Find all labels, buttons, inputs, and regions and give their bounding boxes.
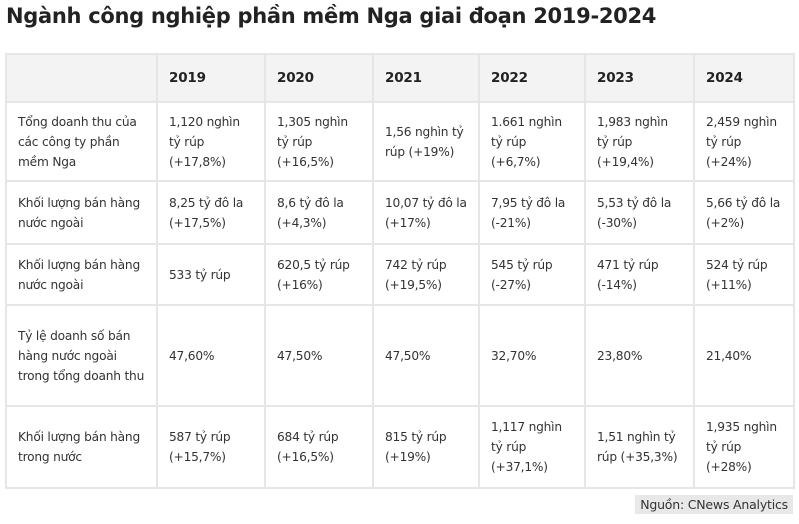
header-cell: 2023 xyxy=(584,53,695,103)
table-cell: 5,53 tỷ đô la (-30%) xyxy=(584,180,695,245)
table-cell: 7,95 tỷ đô la (-21%) xyxy=(478,180,586,245)
table-cell: 2,459 nghìn tỷ rúp (+24%) xyxy=(693,101,795,182)
table-cell: 47,60% xyxy=(156,304,266,407)
table-cell: 1,305 nghìn tỷ rúp (+16,5%) xyxy=(264,101,374,182)
table-cell: 10,07 tỷ đô la (+17%) xyxy=(372,180,480,245)
table-cell: 1,120 nghìn tỷ rúp (+17,8%) xyxy=(156,101,266,182)
table-cell: 742 tỷ rúp (+19,5%) xyxy=(372,243,480,306)
table-cell: 533 tỷ rúp xyxy=(156,243,266,306)
table-cell: 1,51 nghìn tỷ rúp (+35,3%) xyxy=(584,405,695,489)
table-cell: 1.661 nghìn tỷ rúp (+6,7%) xyxy=(478,101,586,182)
table-cell: 21,40% xyxy=(693,304,795,407)
header-cell: 2019 xyxy=(156,53,266,103)
table-cell: 32,70% xyxy=(478,304,586,407)
table-cell: 47,50% xyxy=(264,304,374,407)
table-cell: 23,80% xyxy=(584,304,695,407)
table-row: Khối lượng bán hàng nước ngoài 8,25 tỷ đô… xyxy=(5,180,795,245)
table-row: Khối lượng bán hàng trong nước 587 tỷ rúp… xyxy=(5,405,795,489)
table-cell: 5,66 tỷ đô la (+2%) xyxy=(693,180,795,245)
row-label: Tỷ lệ doanh số bán hàng nước ngoài trong… xyxy=(5,304,158,407)
row-label: Khối lượng bán hàng nước ngoài xyxy=(5,180,158,245)
table-cell: 1,117 nghìn tỷ rúp (+37,1%) xyxy=(478,405,586,489)
table-row: Tỷ lệ doanh số bán hàng nước ngoài trong… xyxy=(5,304,795,407)
page-title: Ngành công nghiệp phần mềm Nga giai đoạn… xyxy=(6,4,657,28)
table-cell: 8,6 tỷ đô la (+4,3%) xyxy=(264,180,374,245)
table-cell: 684 tỷ rúp (+16,5%) xyxy=(264,405,374,489)
header-cell xyxy=(5,53,158,103)
header-cell: 2022 xyxy=(478,53,586,103)
row-label: Tổng doanh thu của các công ty phần mềm … xyxy=(5,101,158,182)
table-cell: 1,983 nghìn tỷ rúp (+19,4%) xyxy=(584,101,695,182)
table-cell: 47,50% xyxy=(372,304,480,407)
source-label: Nguồn: CNews Analytics xyxy=(635,495,793,514)
row-label: Khối lượng bán hàng nước ngoài xyxy=(5,243,158,306)
table-cell: 524 tỷ rúp (+11%) xyxy=(693,243,795,306)
table-cell: 815 tỷ rúp (+19%) xyxy=(372,405,480,489)
table-cell: 1,56 nghìn tỷ rúp (+19%) xyxy=(372,101,480,182)
header-cell: 2020 xyxy=(264,53,374,103)
table-row: Khối lượng bán hàng nước ngoài 533 tỷ rúp… xyxy=(5,243,795,306)
table-cell: 620,5 tỷ rúp (+16%) xyxy=(264,243,374,306)
table-cell: 471 tỷ rúp (-14%) xyxy=(584,243,695,306)
row-label: Khối lượng bán hàng trong nước xyxy=(5,405,158,489)
table-cell: 545 tỷ rúp (-27%) xyxy=(478,243,586,306)
header-cell: 2021 xyxy=(372,53,480,103)
table-cell: 1,935 nghìn tỷ rúp (+28%) xyxy=(693,405,795,489)
table-row: Tổng doanh thu của các công ty phần mềm … xyxy=(5,101,795,182)
table-cell: 587 tỷ rúp (+15,7%) xyxy=(156,405,266,489)
header-row: 2019 2020 2021 2022 2023 2024 xyxy=(5,53,795,103)
software-industry-table: 2019 2020 2021 2022 2023 2024 Tổng doanh… xyxy=(5,53,795,489)
header-cell: 2024 xyxy=(693,53,795,103)
table-cell: 8,25 tỷ đô la (+17,5%) xyxy=(156,180,266,245)
